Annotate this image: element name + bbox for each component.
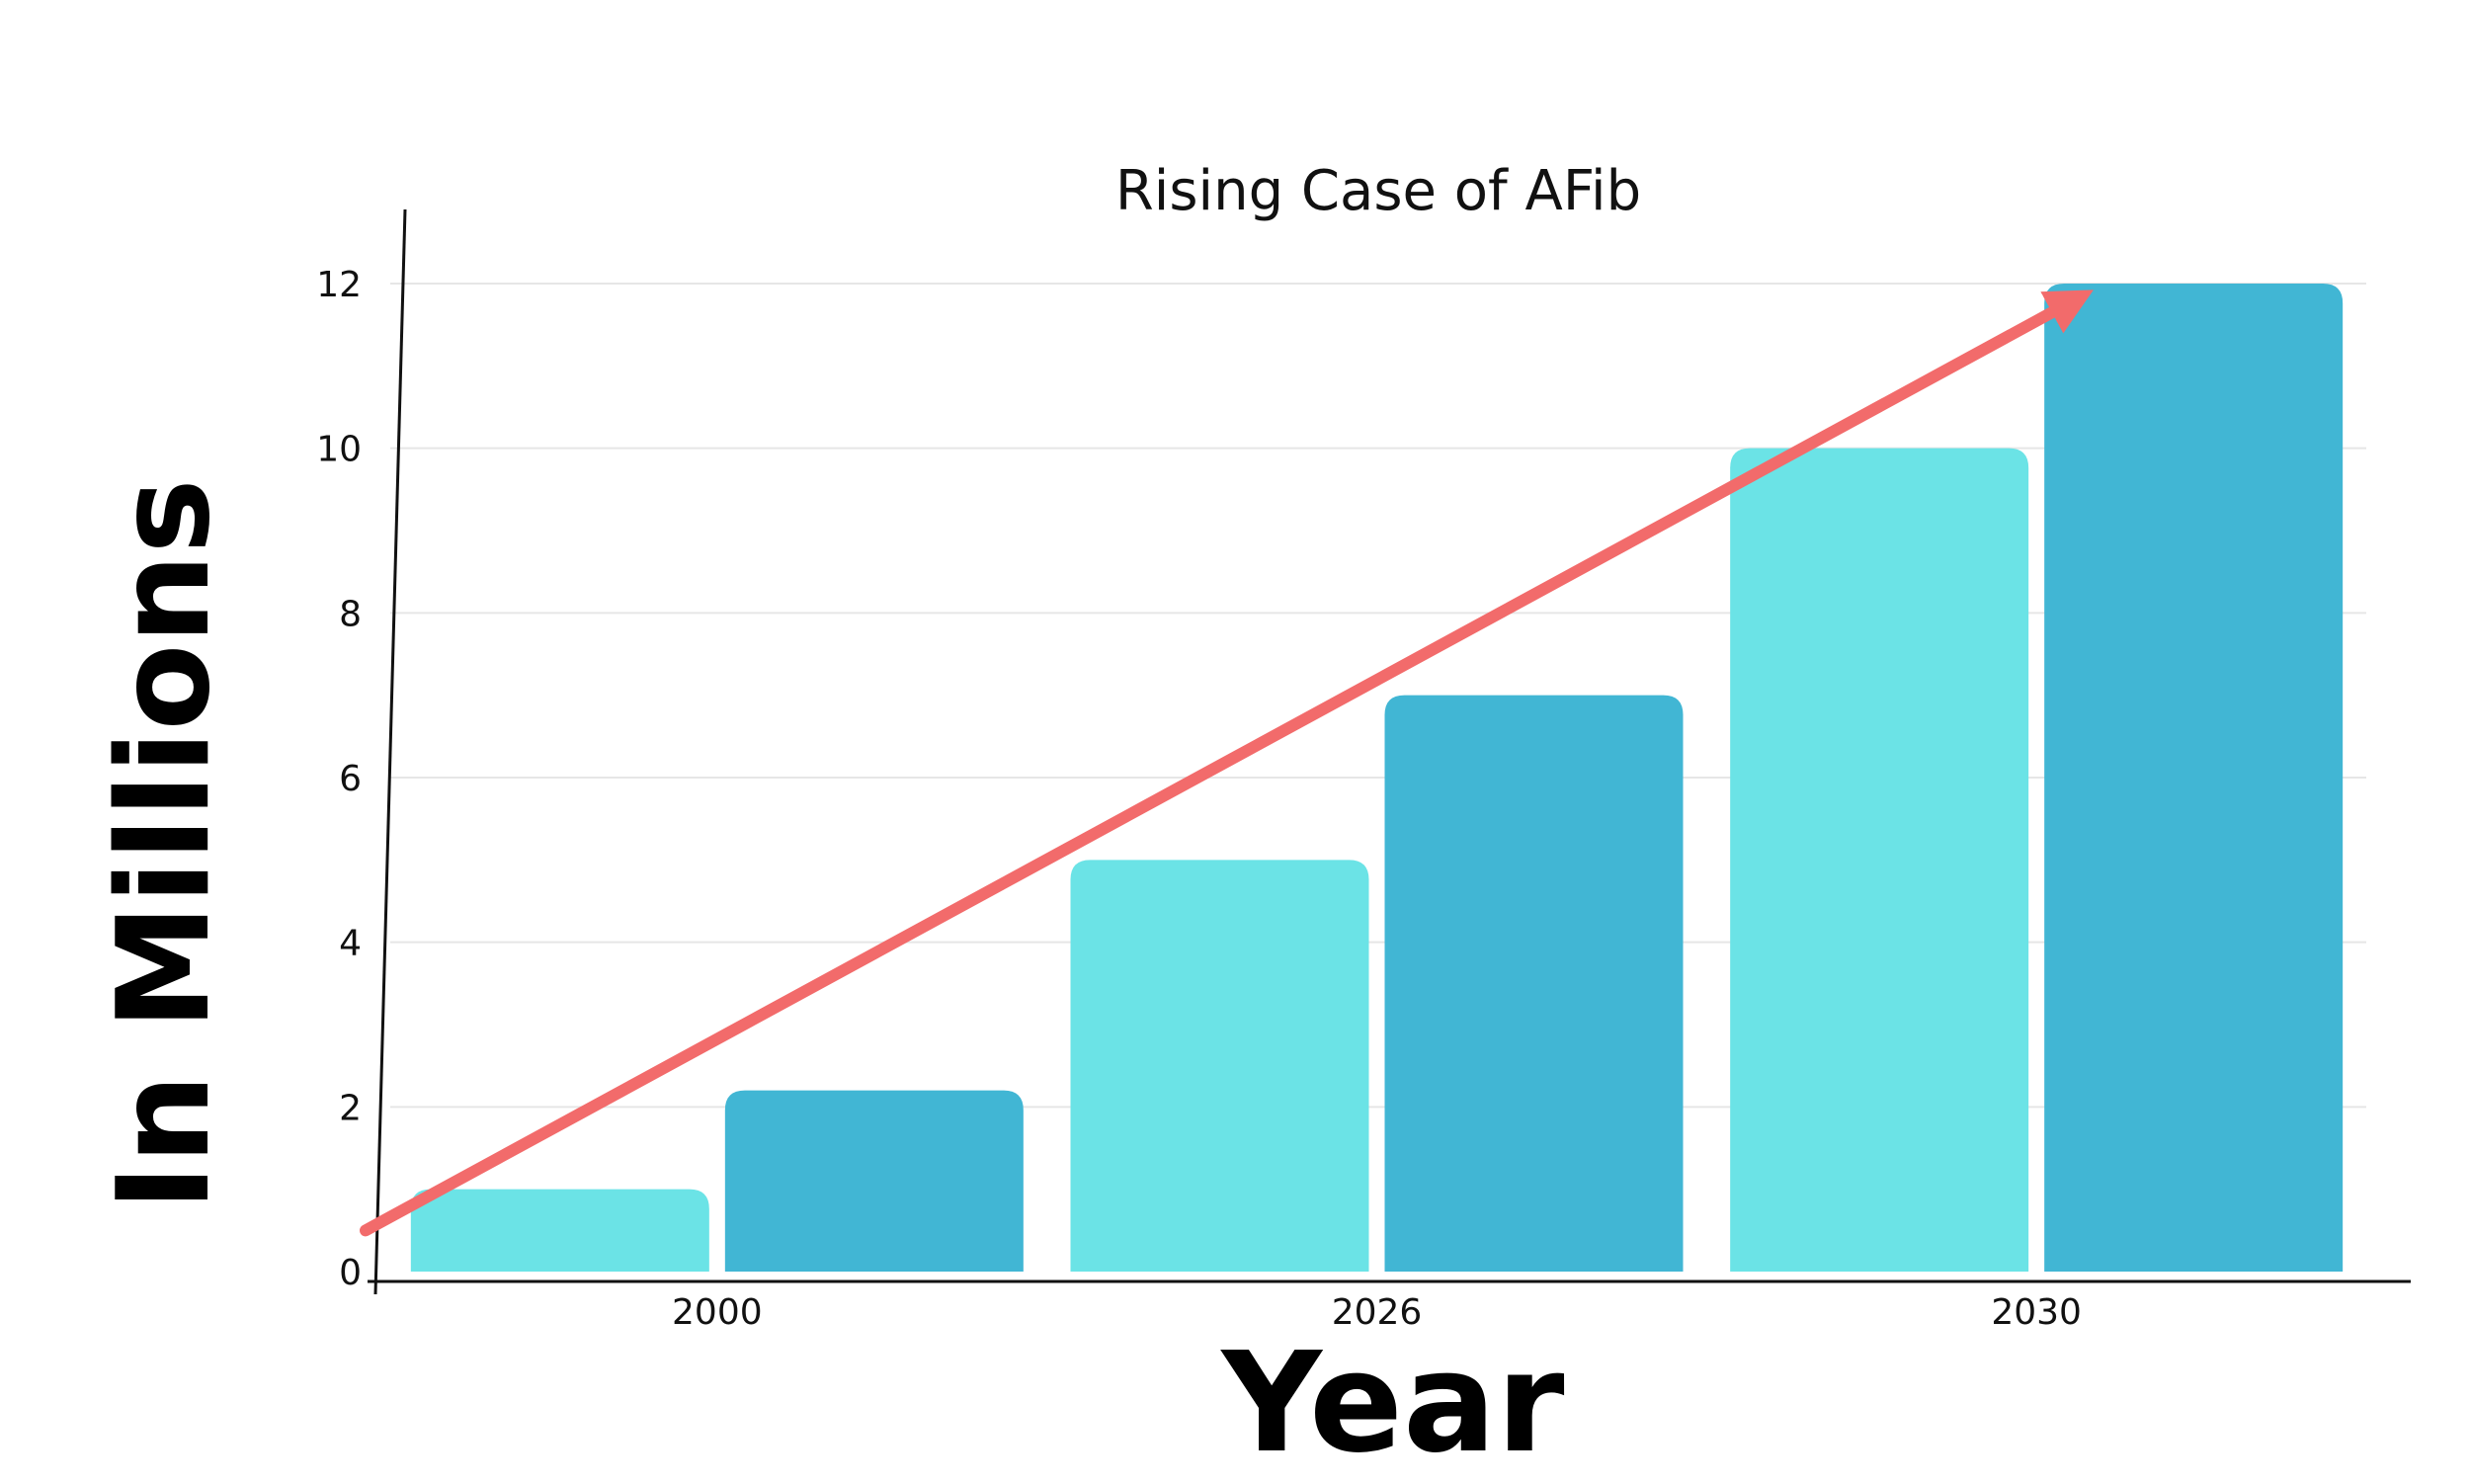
- y-tick-label: 12: [316, 265, 362, 305]
- trend-arrow: [360, 289, 2094, 1237]
- grid-lines: [390, 283, 2366, 1109]
- bar-2026-series-1: [1070, 860, 1369, 1272]
- y-tick-labels: 0 2 4 6 8 10 12: [316, 265, 362, 1293]
- y-tick-label: 2: [339, 1088, 362, 1128]
- chart-title: Rising Case of AFib: [1115, 159, 1641, 223]
- axes: [368, 208, 2411, 1295]
- bar-2030-series-1: [1730, 448, 2029, 1273]
- trend-arrow-line: [360, 289, 2094, 1237]
- x-tick-labels: 2000 2026 2030: [672, 1292, 2082, 1333]
- bars: [410, 284, 2344, 1273]
- y-tick-label: 4: [339, 924, 362, 964]
- y-tick-label: 0: [339, 1253, 362, 1293]
- x-axis-title: Year: [1220, 1323, 1565, 1484]
- bar-2030-series-2: [2044, 284, 2344, 1272]
- bar-2000-series-2: [724, 1090, 1024, 1272]
- bar-2026-series-2: [1384, 695, 1684, 1272]
- x-tick-label: 2026: [1332, 1292, 1423, 1333]
- y-tick-label: 10: [316, 430, 362, 470]
- y-tick-label: 8: [339, 594, 362, 634]
- y-axis-line: [373, 208, 407, 1295]
- y-tick-label: 6: [339, 759, 362, 799]
- x-tick-label: 2000: [672, 1292, 763, 1333]
- y-axis-title: In Millions: [91, 478, 238, 1210]
- x-tick-label: 2030: [1991, 1292, 2082, 1333]
- bar-2000-series-1: [410, 1189, 709, 1272]
